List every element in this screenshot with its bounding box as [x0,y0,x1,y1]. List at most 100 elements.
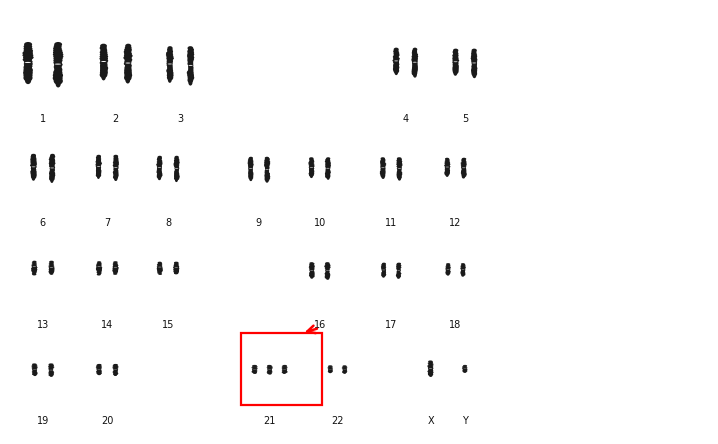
Ellipse shape [283,373,286,374]
Ellipse shape [462,366,467,367]
Ellipse shape [96,368,101,369]
Ellipse shape [267,367,273,368]
Ellipse shape [445,169,450,172]
Ellipse shape [462,369,467,370]
Ellipse shape [309,275,314,278]
Ellipse shape [95,162,102,165]
Ellipse shape [96,366,102,367]
Ellipse shape [32,261,37,263]
Ellipse shape [444,166,450,168]
Ellipse shape [393,66,399,72]
Ellipse shape [328,366,333,367]
Ellipse shape [157,162,162,165]
Ellipse shape [397,269,401,271]
Ellipse shape [174,264,179,266]
Ellipse shape [113,164,118,167]
Ellipse shape [472,60,476,66]
Ellipse shape [49,267,55,269]
Ellipse shape [32,365,37,366]
Ellipse shape [452,59,460,62]
Ellipse shape [393,68,399,74]
Ellipse shape [429,369,433,370]
Ellipse shape [157,266,162,269]
Ellipse shape [265,167,269,170]
Ellipse shape [382,263,386,264]
Ellipse shape [49,165,55,168]
Ellipse shape [166,51,173,55]
Ellipse shape [461,273,465,275]
Ellipse shape [452,62,459,66]
Ellipse shape [461,274,465,276]
Ellipse shape [453,64,459,69]
Ellipse shape [174,268,178,270]
Ellipse shape [157,157,162,160]
Ellipse shape [32,264,37,266]
Ellipse shape [397,164,403,166]
Ellipse shape [157,268,162,271]
Ellipse shape [309,167,314,170]
Ellipse shape [249,177,252,181]
Ellipse shape [325,163,331,165]
Ellipse shape [381,274,386,277]
Ellipse shape [113,170,118,174]
Ellipse shape [398,177,401,181]
Ellipse shape [444,171,450,174]
Ellipse shape [252,365,257,366]
Ellipse shape [463,368,466,369]
Ellipse shape [265,172,270,175]
Ellipse shape [428,368,434,369]
Ellipse shape [31,166,36,171]
Ellipse shape [96,167,101,170]
Text: 5: 5 [462,114,468,124]
Ellipse shape [381,166,385,170]
Ellipse shape [252,368,258,369]
Ellipse shape [113,366,118,368]
Ellipse shape [55,80,61,87]
Ellipse shape [325,270,330,271]
Ellipse shape [453,69,459,74]
Ellipse shape [446,270,450,271]
Ellipse shape [342,372,347,373]
Ellipse shape [472,62,477,67]
Ellipse shape [97,370,102,372]
Ellipse shape [188,48,194,52]
Ellipse shape [382,270,386,272]
Ellipse shape [445,167,449,171]
Ellipse shape [113,370,118,372]
Ellipse shape [461,264,465,266]
Ellipse shape [328,371,332,373]
Ellipse shape [325,160,330,163]
Ellipse shape [381,169,386,172]
Ellipse shape [461,266,466,268]
Ellipse shape [310,270,314,272]
Ellipse shape [187,60,193,64]
Ellipse shape [113,266,118,267]
Ellipse shape [265,158,270,160]
Text: 8: 8 [165,218,171,228]
Ellipse shape [309,267,314,269]
Ellipse shape [381,175,385,179]
Ellipse shape [267,366,272,367]
Ellipse shape [325,168,330,171]
Ellipse shape [412,53,418,56]
Ellipse shape [167,75,173,80]
Ellipse shape [342,369,347,370]
Ellipse shape [324,266,330,267]
Ellipse shape [252,366,258,367]
Ellipse shape [393,57,400,60]
Ellipse shape [463,369,467,370]
Ellipse shape [187,54,194,58]
Ellipse shape [174,163,180,165]
Text: 7: 7 [104,218,111,228]
Ellipse shape [429,370,433,372]
Text: 6: 6 [39,218,46,228]
Ellipse shape [461,159,466,161]
Ellipse shape [96,372,102,374]
Ellipse shape [123,61,131,66]
Ellipse shape [460,271,465,274]
Text: X: X [427,416,434,426]
Ellipse shape [413,48,417,52]
Ellipse shape [462,368,467,369]
Ellipse shape [453,48,458,52]
Ellipse shape [113,155,118,158]
